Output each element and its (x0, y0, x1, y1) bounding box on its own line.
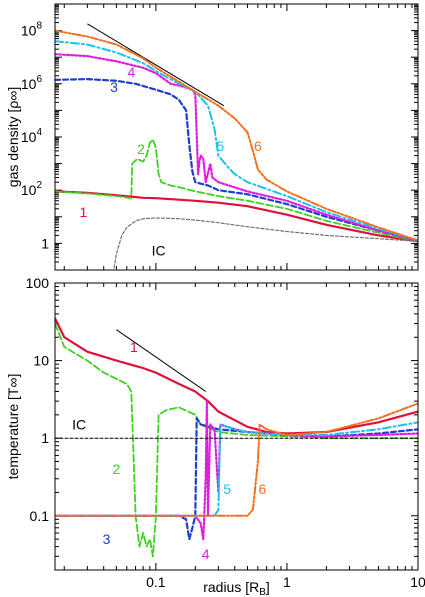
series-line-6 (55, 29, 418, 242)
series-label-5: 5 (223, 481, 231, 497)
y-axis-label: temperature [T∞] (5, 374, 21, 480)
x-axis-ticks (63, 4, 419, 270)
slope-reference-line (87, 23, 225, 107)
y-tick-label: 100 (26, 275, 50, 291)
plot-frame (54, 282, 419, 571)
density-panel: 108 106 104 102 1 gas density [ρ∞] 1 2 34 5 6 IC (5, 3, 419, 271)
x-axis-label: radius [RB] (203, 579, 270, 597)
series-line-6 (55, 402, 418, 517)
series-label-ic: IC (72, 417, 86, 433)
series-line-3 (55, 417, 418, 541)
series-label-2: 2 (137, 141, 145, 157)
y-tick-label: 0.1 (30, 508, 50, 524)
plot-frame (54, 3, 419, 271)
temperature-panel: 100 10 1 0.1 0.1 1 10 temperature [T∞] radius [R… (5, 275, 425, 597)
series-label-4: 4 (202, 546, 210, 562)
series-line-2 (55, 138, 418, 243)
series-line-1 (55, 317, 418, 435)
y-tick-label: 104 (21, 127, 43, 145)
series-label-5: 5 (216, 138, 224, 154)
y-axis-label: gas density [ρ∞] (5, 87, 21, 187)
y-tick-label: 1 (41, 430, 49, 446)
y-axis-ticks (55, 3, 418, 271)
series-line-4 (55, 53, 418, 242)
x-tick-label: 1 (283, 574, 291, 590)
series-label-1: 1 (130, 339, 138, 355)
series-line-2 (55, 322, 418, 558)
series-label-3: 3 (103, 531, 111, 547)
series-line-ic (113, 217, 418, 269)
series-label-2: 2 (113, 461, 121, 477)
series-line-3 (55, 78, 418, 242)
y-tick-label: 1 (41, 235, 49, 251)
series-label-6: 6 (259, 481, 267, 497)
x-tick-label: 0.1 (146, 574, 166, 590)
series-label-4: 4 (127, 64, 135, 80)
series-label-1: 1 (80, 204, 88, 220)
y-axis-ticks (55, 282, 418, 571)
x-tick-label: 10 (410, 574, 425, 590)
x-axis-ticks (63, 283, 419, 570)
slope-reference-line (116, 329, 206, 392)
y-tick-label: 106 (21, 74, 43, 92)
series-label-ic: IC (152, 242, 166, 258)
series-line-5 (55, 40, 418, 242)
series-label-6: 6 (254, 138, 262, 154)
series-label-3: 3 (110, 79, 118, 95)
y-tick-label: 108 (21, 21, 43, 39)
y-tick-label: 10 (33, 353, 49, 369)
y-tick-label: 102 (21, 180, 43, 198)
